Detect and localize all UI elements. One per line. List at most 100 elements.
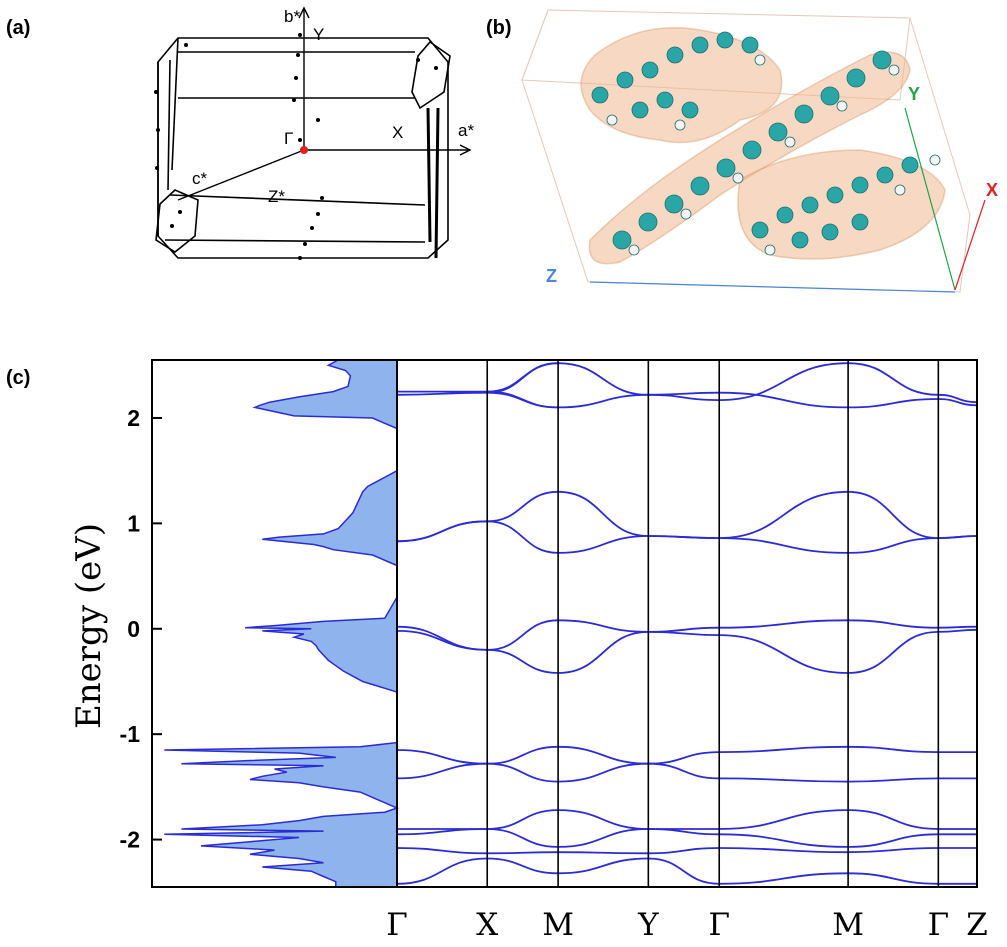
- carbon-atom: [851, 213, 869, 231]
- dos-curve: [164, 359, 400, 888]
- band-line: [397, 391, 559, 409]
- y-tick-label: 2: [127, 405, 140, 431]
- band-line: [848, 398, 977, 409]
- band-line: [397, 520, 977, 554]
- k-point-label: Γ: [928, 907, 950, 943]
- y-tick-label: -1: [120, 721, 141, 747]
- band-line: [397, 809, 977, 830]
- carbon-atom: [681, 101, 699, 119]
- k-point-label: Γ: [708, 907, 730, 943]
- band-line: [397, 828, 977, 848]
- hydrogen-atom: [888, 64, 900, 76]
- carbon-atom: [716, 31, 734, 49]
- plot-frame: [151, 359, 978, 888]
- brillouin-zone-dots: [154, 33, 438, 260]
- gamma-point-marker: [300, 146, 308, 154]
- band-line: [397, 628, 977, 674]
- carbon-atom: [631, 101, 649, 119]
- y-axis-label: Energy (eV): [69, 523, 109, 729]
- hydrogen-atom: [606, 114, 618, 126]
- hydrogen-atom: [628, 244, 640, 256]
- brillouin-zone-panel: (a): [6, 6, 474, 260]
- carbon-atom: [794, 104, 814, 124]
- bz-label-gamma: Γ: [284, 129, 293, 148]
- band-line: [397, 857, 977, 885]
- cell-axis-z-label: Z: [546, 266, 557, 286]
- bz-label-c-star: c*: [192, 169, 208, 188]
- k-point-dividers: [486, 360, 940, 887]
- k-point-label: Z: [966, 907, 988, 943]
- k-point-label: M: [832, 907, 864, 943]
- y-ticks: 2 1 0 -1 -2: [120, 405, 162, 853]
- carbon-atom: [666, 46, 684, 64]
- carbon-atom: [876, 166, 894, 184]
- band-line: [397, 619, 977, 651]
- carbon-atom: [656, 91, 674, 109]
- hydrogen-atom: [674, 119, 686, 131]
- panel-b-label: (b): [486, 17, 512, 39]
- carbon-atom: [664, 194, 684, 214]
- density-of-states: [164, 359, 400, 888]
- band-lines: [397, 362, 977, 885]
- bz-label-a-star: a*: [458, 121, 474, 140]
- carbon-atom: [851, 176, 869, 194]
- k-point-label: M: [542, 907, 574, 943]
- band-line: [397, 362, 559, 393]
- panel-c-label: (c): [6, 367, 30, 389]
- cell-axis-y-label: Y: [908, 84, 920, 104]
- hydrogen-atom: [680, 208, 692, 220]
- hydrogen-atom: [894, 184, 906, 196]
- y-tick-label: -2: [120, 827, 140, 853]
- carbon-atom: [826, 186, 844, 204]
- carbon-atom: [641, 61, 659, 79]
- carbon-atom: [616, 71, 634, 89]
- k-point-label: Y: [637, 907, 659, 943]
- carbon-atom: [691, 36, 709, 54]
- carbon-atom: [716, 158, 736, 178]
- carbon-atom: [638, 212, 658, 232]
- band-line: [487, 390, 649, 409]
- molecular-structure-panel: (b) Y X Z: [486, 9, 998, 293]
- band-line: [848, 362, 977, 404]
- band-line: [648, 391, 849, 409]
- carbon-atom: [901, 156, 919, 174]
- reciprocal-axes: [177, 6, 472, 201]
- carbon-atom: [776, 206, 794, 224]
- band-line: [648, 362, 849, 402]
- band-line: [397, 490, 977, 543]
- molecular-isosurface: [580, 27, 946, 265]
- carbon-atom: [791, 231, 809, 249]
- carbon-atom: [751, 221, 769, 239]
- carbon-atom: [690, 176, 710, 196]
- carbon-atom: [846, 68, 866, 88]
- cell-axes-lines: [589, 107, 986, 293]
- panel-a-label: (a): [6, 17, 30, 39]
- isosurface-lobe: [580, 27, 783, 144]
- hydrogen-atom: [732, 172, 744, 184]
- hydrogen-atom: [929, 154, 941, 166]
- carbon-atom: [872, 50, 892, 70]
- carbon-atom: [742, 140, 762, 160]
- brillouin-zone-wireframe: [155, 37, 451, 259]
- carbon-atom: [768, 122, 788, 142]
- k-point-label: Γ: [386, 907, 408, 943]
- carbon-atom: [801, 196, 819, 214]
- carbon-atom: [741, 36, 759, 54]
- carbon-atom: [821, 223, 839, 241]
- bz-label-z-star: Z*: [268, 187, 285, 206]
- band-line: [397, 762, 977, 783]
- carbon-atom: [820, 86, 840, 106]
- bz-label-y: Y: [313, 25, 324, 44]
- band-line: [397, 847, 977, 855]
- y-tick-label: 1: [127, 510, 140, 536]
- y-tick-label: 0: [127, 616, 140, 642]
- hydrogen-atom: [836, 100, 848, 112]
- hydrogen-atom: [784, 136, 796, 148]
- hydrogen-atom: [764, 244, 776, 256]
- hydrogen-atom: [754, 54, 766, 66]
- bz-label-x: X: [392, 123, 403, 142]
- k-point-label: X: [476, 907, 498, 943]
